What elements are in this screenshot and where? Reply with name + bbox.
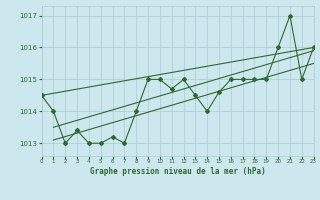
X-axis label: Graphe pression niveau de la mer (hPa): Graphe pression niveau de la mer (hPa) bbox=[90, 167, 266, 176]
